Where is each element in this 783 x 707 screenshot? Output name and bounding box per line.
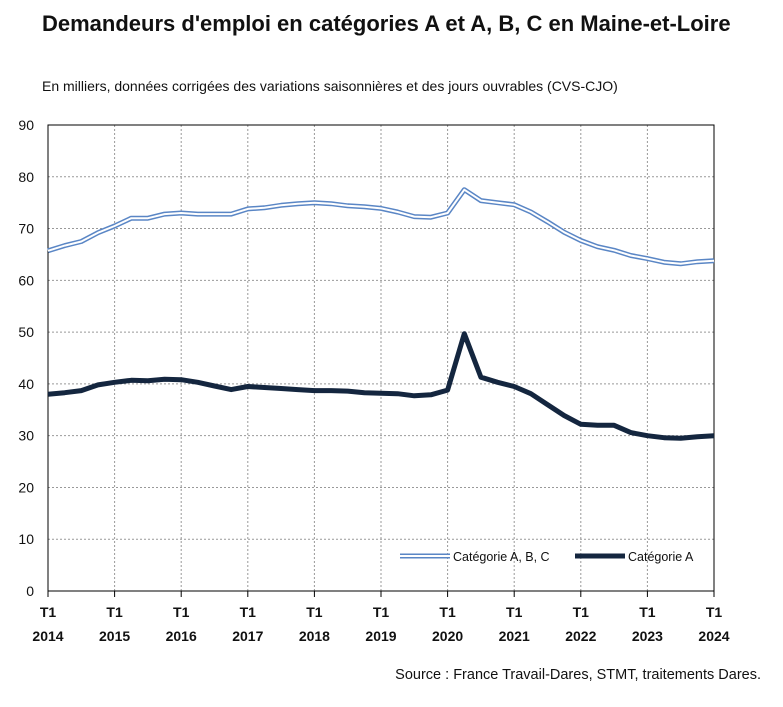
y-tick-label: 20	[18, 479, 34, 495]
y-tick-label: 50	[18, 324, 34, 340]
plot-area-frame	[47, 124, 715, 592]
series-line-abc-inner	[47, 188, 715, 265]
y-tick-label: 10	[18, 531, 34, 547]
source-note: Source : France Travail-Dares, STMT, tra…	[395, 667, 761, 683]
x-tick-label-year: 2014	[32, 628, 63, 644]
x-tick-label-quarter: T1	[573, 604, 590, 620]
x-tick-label-quarter: T1	[240, 604, 257, 620]
y-tick-label: 60	[18, 272, 34, 288]
x-tick-label-year: 2022	[565, 628, 596, 644]
x-tick-label-quarter: T1	[173, 604, 190, 620]
x-tick-label-year: 2017	[232, 628, 263, 644]
y-tick-label: 0	[26, 583, 34, 599]
y-tick-label: 70	[18, 221, 34, 237]
x-tick-label-year: 2024	[698, 628, 729, 644]
axes: 0 10 20 30 40 50 60 70 80 90 T1 2014 T1 2015 T1 2016 T1 2…	[18, 117, 729, 644]
grid	[48, 125, 714, 591]
x-tick-label-quarter: T1	[106, 604, 123, 620]
chart-subtitle: En milliers, données corrigées des varia…	[42, 78, 618, 94]
x-tick-label-quarter: T1	[373, 604, 390, 620]
y-tick-label: 90	[18, 117, 34, 133]
x-tick-label-quarter: T1	[439, 604, 456, 620]
legend-label-a: Catégorie A	[628, 550, 694, 564]
y-tick-label: 40	[18, 376, 34, 392]
x-tick-label-year: 2023	[632, 628, 663, 644]
series-line-a	[47, 331, 715, 441]
chart-title: Demandeurs d'emploi en catégories A et A…	[42, 11, 731, 36]
x-tick-label-quarter: T1	[706, 604, 723, 620]
x-tick-label-quarter: T1	[506, 604, 523, 620]
x-tick-label-year: 2019	[365, 628, 396, 644]
x-tick-label-year: 2016	[166, 628, 197, 644]
x-tick-label-year: 2015	[99, 628, 130, 644]
series-lines	[47, 187, 715, 441]
x-tick-label-quarter: T1	[40, 604, 57, 620]
x-tick-label-quarter: T1	[639, 604, 656, 620]
y-tick-label: 80	[18, 169, 34, 185]
legend: Catégorie A, B, C Catégorie A	[400, 550, 694, 564]
x-tick-label-year: 2018	[299, 628, 330, 644]
legend-label-abc: Catégorie A, B, C	[453, 550, 550, 564]
x-tick-label-quarter: T1	[306, 604, 323, 620]
y-tick-label: 30	[18, 428, 34, 444]
x-tick-label-year: 2021	[499, 628, 530, 644]
x-tick-label-year: 2020	[432, 628, 463, 644]
